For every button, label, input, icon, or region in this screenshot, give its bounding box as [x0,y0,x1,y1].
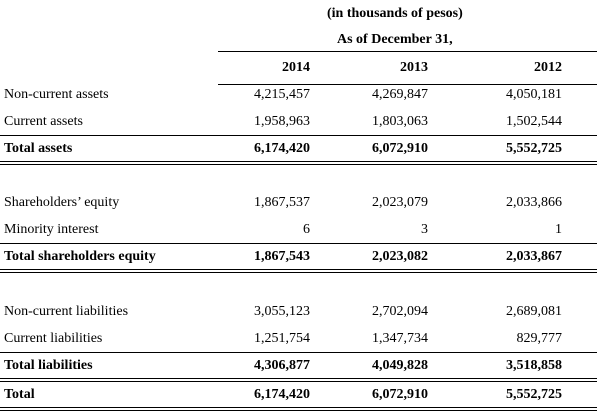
row-label: Minority interest [4,222,99,237]
rule [0,243,597,244]
cell-value: 6 [303,222,310,237]
double-rule [0,407,597,411]
cell-value: 4,050,181 [506,87,562,102]
unit-note: (in thousands of pesos) [327,6,463,21]
cell-value: 2,033,866 [506,195,562,210]
cell-value: 829,777 [516,331,563,346]
cell-value: 3 [421,222,428,237]
cell-value: 2,702,094 [372,304,428,319]
total-label: Total shareholders equity [4,249,156,264]
cell-value: 6,072,910 [372,387,428,402]
cell-value: 6,174,420 [254,387,310,402]
cell-value: 1,803,063 [372,114,428,129]
row-label: Current liabilities [4,331,103,346]
total-label: Total [4,387,35,402]
rule [0,135,597,136]
cell-value: 1 [555,222,562,237]
row-label: Non-current assets [4,87,109,102]
row-label: Current assets [4,114,83,129]
cell-value: 2,033,867 [506,249,562,264]
rule [218,84,597,85]
cell-value: 2,023,079 [372,195,428,210]
cell-value: 1,347,734 [372,331,428,346]
row-label: Shareholders’ equity [4,195,120,210]
cell-value: 1,958,963 [254,114,310,129]
cell-value: 2,689,081 [506,304,562,319]
row-label: Non-current liabilities [4,304,129,319]
double-rule [0,269,597,273]
date-heading: As of December 31, [337,32,453,47]
rule [218,51,597,52]
cell-value: 2,023,082 [372,249,428,264]
total-label: Total assets [4,141,73,156]
cell-value: 4,215,457 [254,87,310,102]
cell-value: 3,055,123 [254,304,310,319]
year-heading: 2013 [400,60,428,75]
cell-value: 3,518,858 [506,358,562,373]
cell-value: 5,552,725 [506,387,562,402]
cell-value: 4,269,847 [372,87,428,102]
cell-value: 1,867,537 [254,195,310,210]
cell-value: 4,306,877 [254,358,310,373]
cell-value: 1,502,544 [506,114,562,129]
cell-value: 6,072,910 [372,141,428,156]
total-label: Total liabilities [4,358,93,373]
year-heading: 2012 [534,60,562,75]
double-rule [0,161,597,165]
rule [0,381,597,382]
cell-value: 5,552,725 [506,141,562,156]
cell-value: 1,867,543 [254,249,310,264]
rule [0,352,597,353]
cell-value: 4,049,828 [372,358,428,373]
cell-value: 1,251,754 [254,331,310,346]
cell-value: 6,174,420 [254,141,310,156]
year-heading: 2014 [282,60,310,75]
